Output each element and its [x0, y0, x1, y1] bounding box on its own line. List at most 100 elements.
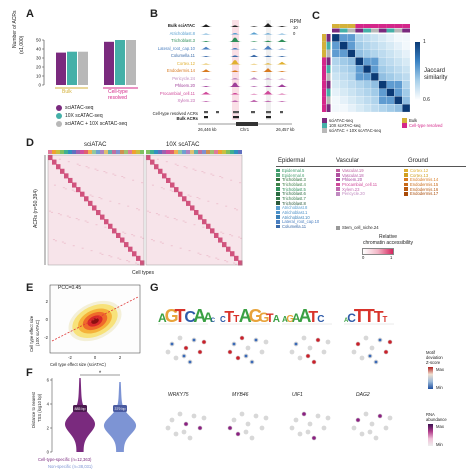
col-annotation [355, 28, 364, 33]
noise-cell [157, 214, 160, 216]
umap-point [387, 415, 393, 421]
jaccard-cell [386, 88, 395, 97]
noise-cell [108, 255, 111, 257]
motif-letter: A [203, 309, 213, 325]
diagonal-block [210, 228, 215, 234]
jaccard-cell [355, 72, 364, 81]
noise-cell [235, 263, 238, 265]
noise-cell [203, 172, 206, 174]
diagonal-block [92, 205, 97, 211]
noise-cell [127, 205, 130, 207]
y-tick-label: 2 [47, 426, 50, 431]
rna-scale-title2: abundance [426, 417, 447, 422]
noise-cell [240, 237, 243, 239]
umap-point [263, 339, 269, 345]
legend-dot [56, 113, 62, 119]
noise-cell [50, 211, 53, 213]
track-label: Lateral_root_cap.10 [157, 45, 195, 51]
umap-point [378, 338, 382, 342]
umap-point [259, 425, 265, 431]
legend-label: 10X scATAC-seq [65, 113, 103, 119]
row-annotation [326, 57, 331, 66]
jaccard-cell [331, 96, 340, 105]
legend-swatch [322, 118, 327, 123]
diagonal-block [226, 246, 231, 252]
diagonal-block [120, 237, 125, 243]
noise-cell [53, 184, 56, 186]
legend-label: Pericycle.20 [342, 191, 365, 197]
noise-cell [159, 241, 162, 243]
umap-point [184, 346, 188, 350]
jaccard-heatmap [322, 24, 411, 113]
noise-cell [68, 216, 71, 218]
jaccard-cell [370, 65, 379, 74]
noise-cell [89, 194, 92, 196]
legend-item: Bulk [402, 118, 452, 123]
umap-point [306, 354, 310, 358]
noise-cell [48, 210, 51, 212]
motif-letter: C [184, 309, 196, 326]
rca-min: 0 [362, 255, 365, 260]
umap-point [244, 354, 248, 358]
legend-swatch [336, 182, 340, 187]
panel-d-xlabel: Cell types [132, 270, 154, 276]
legend-swatch [276, 210, 280, 215]
motif-letter: C [317, 314, 324, 325]
jaccard-cell [386, 33, 395, 42]
jaccard-scale-bar [415, 42, 420, 100]
diagonal-block [238, 260, 243, 266]
umap-point [315, 413, 321, 419]
umap-point [373, 435, 379, 441]
col-annotation [386, 28, 395, 33]
jaccard-cell [394, 41, 403, 50]
group-bulk-label: Bulk [62, 89, 72, 95]
rna-scale-bar [428, 424, 433, 446]
umap-point [198, 350, 202, 354]
y-tick-label: 40 [36, 47, 42, 52]
jaccard-cell [386, 72, 395, 81]
noise-cell [179, 247, 182, 249]
diagonal-block [154, 164, 159, 170]
jaccard-cell [370, 41, 379, 50]
jaccard-cell [378, 72, 387, 81]
jaccard-cell [339, 57, 348, 66]
rna-min: Min [436, 442, 443, 447]
col-head-ground: Ground [408, 158, 429, 164]
epidermal-legend: Epidermal.5 Epidermal.6 Trichoblast.3 Trich… [276, 168, 319, 229]
legend-label: Bulk [409, 118, 418, 123]
celltype-annotation [182, 150, 186, 154]
diagonal-block [80, 191, 85, 197]
jaccard-cell [402, 96, 411, 105]
col-annotation [371, 24, 379, 28]
umap-point [232, 342, 236, 346]
umap-point [378, 414, 382, 418]
umap-point [301, 335, 307, 341]
diagonal-block [112, 228, 117, 234]
diagonal-block [104, 219, 109, 225]
noise-cell [135, 262, 138, 264]
celltype-annotation [234, 150, 238, 154]
celltype-annotation [108, 150, 112, 154]
jaccard-cell [355, 104, 364, 113]
jaccard-cell [402, 88, 411, 97]
legend-label: Trichoblast.3 [282, 177, 306, 183]
noise-cell [212, 174, 215, 176]
legend-swatch [404, 192, 408, 196]
ct-acrs-label: Cell-type resolved ACRs [152, 111, 198, 116]
legend-label: Endodermis.15 [410, 181, 439, 187]
jaccard-cell [355, 49, 364, 58]
umap-point [188, 360, 192, 364]
celltype-annotation [178, 150, 182, 154]
motif-letter: A [299, 306, 312, 326]
legend-label: Endodermis.16 [410, 186, 439, 192]
noise-cell [155, 213, 158, 215]
ct-acr-block [204, 111, 208, 114]
celltype-annotation [206, 150, 210, 154]
noise-cell [137, 263, 140, 265]
diagonal-block [186, 200, 191, 206]
umap-point [236, 356, 240, 360]
noise-cell [64, 188, 67, 190]
ct-acr-block [280, 111, 283, 114]
celltype-annotation [128, 150, 132, 154]
